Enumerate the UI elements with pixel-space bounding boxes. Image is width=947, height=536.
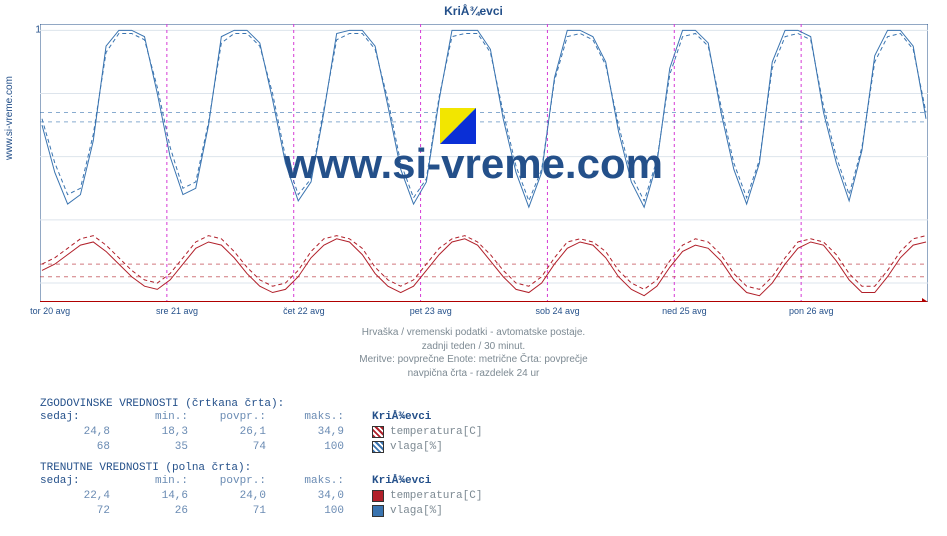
table-row: 22,4 14,6 24,0 34,0 temperatura[C] (40, 489, 920, 504)
stat-value: 74 (188, 440, 266, 455)
weather-chart-page: KriÅ¾evci www.si-vreme.com 20406080100 t… (0, 0, 947, 536)
x-tick-label: ned 25 avg (662, 306, 707, 316)
stat-value: 35 (110, 440, 188, 455)
stat-value: 100 (266, 440, 344, 455)
historical-stats-block: ZGODOVINSKE VREDNOSTI (črtkana črta): se… (40, 398, 920, 455)
col-label: sedaj: (40, 474, 110, 489)
legend-swatch-icon (372, 441, 384, 453)
stat-value: 34,9 (266, 425, 344, 440)
chart-svg (40, 24, 928, 302)
x-tick-label: sob 24 avg (536, 306, 580, 316)
current-header: TRENUTNE VREDNOSTI (polna črta): (40, 462, 920, 474)
legend-swatch-icon (372, 505, 384, 517)
legend-item: temperatura[C] (372, 425, 482, 440)
current-stats-block: TRENUTNE VREDNOSTI (polna črta): sedaj: … (40, 462, 920, 519)
legend-label: temperatura[C] (390, 425, 482, 440)
col-label: min.: (110, 474, 188, 489)
legend-label: vlaga[%] (390, 504, 443, 519)
x-tick-label: pon 26 avg (789, 306, 834, 316)
stat-value: 24,8 (40, 425, 110, 440)
col-label: povpr.: (188, 474, 266, 489)
stat-value: 72 (40, 504, 110, 519)
stat-value: 26,1 (188, 425, 266, 440)
col-label: povpr.: (188, 410, 266, 425)
x-tick-label: pet 23 avg (410, 306, 452, 316)
col-label: sedaj: (40, 410, 110, 425)
legend-item: vlaga[%] (372, 504, 443, 519)
table-row: 24,8 18,3 26,1 34,9 temperatura[C] (40, 425, 920, 440)
y-axis-source-label: www.si-vreme.com (4, 76, 15, 160)
legend-label: vlaga[%] (390, 440, 443, 455)
x-tick-labels: tor 20 avgsre 21 avgčet 22 avgpet 23 avg… (40, 306, 928, 320)
chart-title: KriÅ¾evci (0, 4, 947, 18)
stat-value: 71 (188, 504, 266, 519)
x-tick-label: tor 20 avg (30, 306, 70, 316)
legend-item: temperatura[C] (372, 489, 482, 504)
legend-label: temperatura[C] (390, 489, 482, 504)
legend-item: vlaga[%] (372, 440, 443, 455)
legend-title: KriÅ¾evci (372, 474, 431, 489)
stat-value: 22,4 (40, 489, 110, 504)
col-label: min.: (110, 410, 188, 425)
x-tick-label: sre 21 avg (156, 306, 198, 316)
historical-header: ZGODOVINSKE VREDNOSTI (črtkana črta): (40, 398, 920, 410)
col-label: maks.: (266, 410, 344, 425)
watermark-logo-icon (440, 108, 476, 144)
col-label: maks.: (266, 474, 344, 489)
stat-value: 68 (40, 440, 110, 455)
x-tick-label: čet 22 avg (283, 306, 325, 316)
table-row: 68 35 74 100 vlaga[%] (40, 440, 920, 455)
stat-value: 34,0 (266, 489, 344, 504)
legend-swatch-icon (372, 490, 384, 502)
stat-value: 18,3 (110, 425, 188, 440)
legend-swatch-icon (372, 426, 384, 438)
chart-plot-area (40, 24, 928, 302)
legend-title: KriÅ¾evci (372, 410, 431, 425)
current-columns-row: sedaj: min.: povpr.: maks.: KriÅ¾evci (40, 474, 920, 489)
table-row: 72 26 71 100 vlaga[%] (40, 504, 920, 519)
stat-value: 26 (110, 504, 188, 519)
chart-caption: Hrvaška / vremenski podatki - avtomatske… (0, 326, 947, 380)
stat-value: 24,0 (188, 489, 266, 504)
stat-value: 100 (266, 504, 344, 519)
historical-columns-row: sedaj: min.: povpr.: maks.: KriÅ¾evci (40, 410, 920, 425)
stat-value: 14,6 (110, 489, 188, 504)
